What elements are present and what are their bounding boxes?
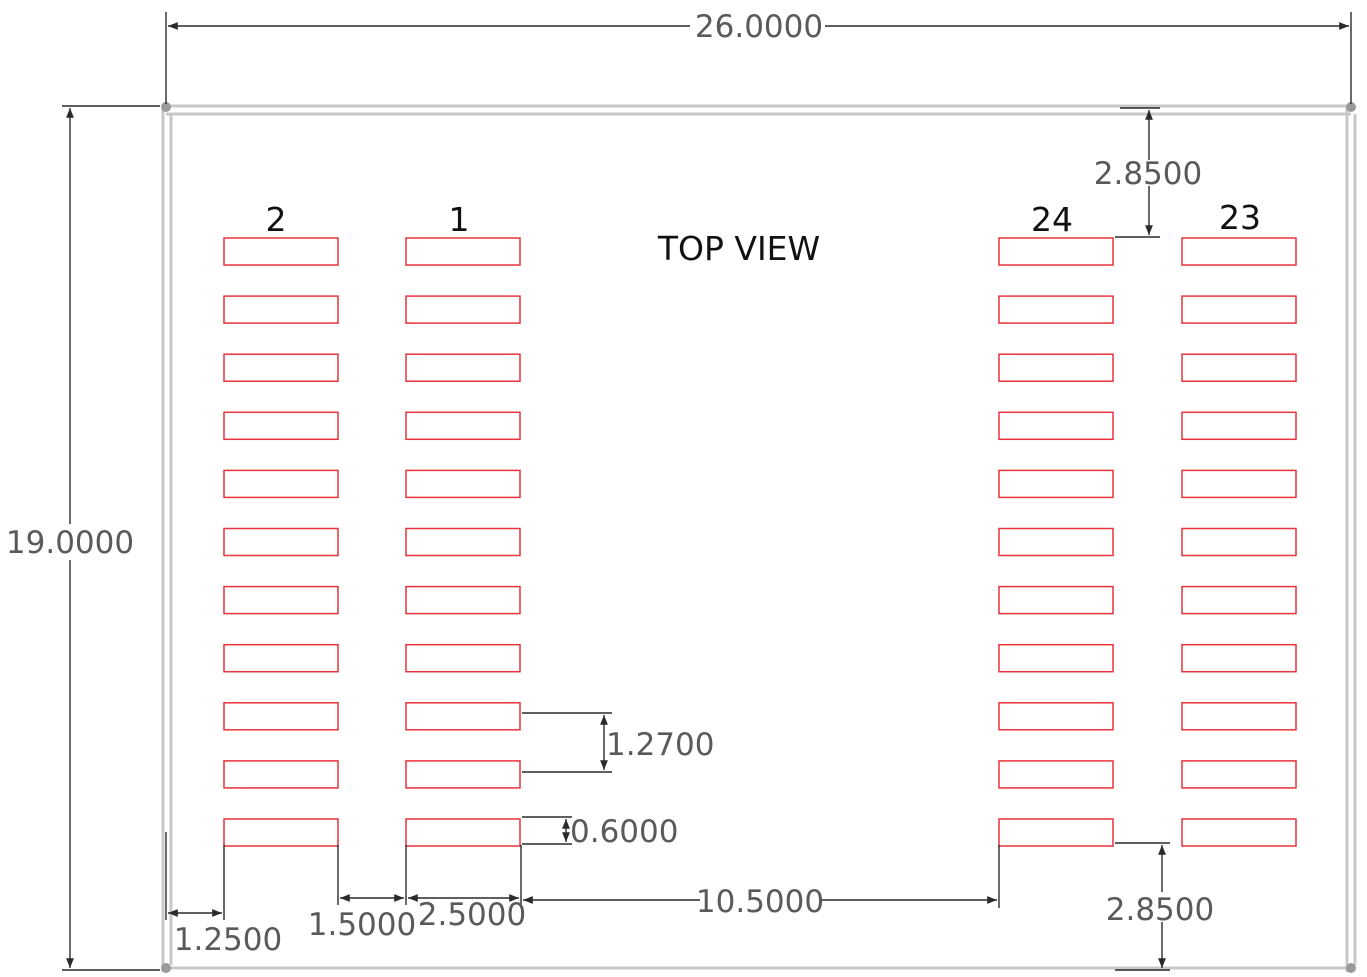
pad-outer-left-2 [223, 295, 339, 324]
dim-pad-height: 0.6000 [522, 814, 678, 850]
dim-pad-length-label: 2.5000 [418, 897, 526, 933]
pad-inner-left-2 [405, 295, 521, 324]
pad-outer-left-6 [223, 527, 339, 557]
pad-outer-right-9 [1181, 702, 1297, 731]
pad-inner-left-4 [405, 411, 521, 441]
pad-inner-right-9 [998, 702, 1114, 731]
pad-outer-left-4 [223, 411, 339, 441]
pad-inner-right-3 [998, 353, 1114, 382]
pad-outer-right-11 [1181, 818, 1297, 847]
corner-marker [1346, 102, 1356, 112]
dim-column-gap: 1.5000 [308, 845, 416, 943]
pad-inner-left-7 [405, 585, 521, 615]
pad-inner-right-5 [998, 469, 1114, 499]
view-title: TOP VIEW [657, 229, 820, 268]
pad-inner-right-8 [998, 643, 1114, 673]
dim-height-label: 19.0000 [6, 525, 134, 561]
pad-outer-right-5 [1181, 469, 1297, 499]
pin-label-23: 23 [1219, 198, 1261, 237]
pad-array [223, 237, 1297, 847]
pad-outer-left-8 [223, 643, 339, 673]
pad-inner-right-6 [998, 527, 1114, 557]
pad-outer-right-2 [1181, 295, 1297, 324]
pin-label-1: 1 [449, 200, 470, 239]
dim-overall-width: 26.0000 [165, 9, 1352, 104]
dim-overall-height: 19.0000 [6, 105, 160, 971]
pad-inner-right-10 [998, 760, 1114, 789]
pad-outer-left-9 [223, 702, 339, 731]
pin-label-2: 2 [266, 200, 287, 239]
pad-outer-right-4 [1181, 411, 1297, 441]
corner-marker [161, 963, 171, 973]
corner-marker [1346, 963, 1356, 973]
dim-column-gap-label: 1.5000 [308, 907, 416, 943]
dim-bottom-clearance: 2.8500 [1106, 842, 1214, 971]
corner-marker [161, 102, 171, 112]
pad-outer-left-1 [223, 237, 339, 266]
pad-outer-left-11 [223, 818, 339, 847]
dim-pad-height-label: 0.6000 [570, 814, 678, 850]
dim-top-clearance-label: 2.8500 [1094, 156, 1202, 192]
pad-inner-right-4 [998, 411, 1114, 441]
pad-outer-right-10 [1181, 760, 1297, 789]
pad-outer-right-7 [1181, 585, 1297, 615]
pad-inner-left-9 [405, 702, 521, 731]
board-outline [161, 102, 1357, 973]
dim-width-label: 26.0000 [695, 9, 823, 45]
pad-outer-left-7 [223, 585, 339, 615]
pad-inner-left-5 [405, 469, 521, 499]
pad-inner-left-10 [405, 760, 521, 789]
pad-inner-right-2 [998, 295, 1114, 324]
dim-pitch: 1.2700 [522, 712, 714, 773]
pad-outer-left-10 [223, 760, 339, 789]
pad-outer-left-3 [223, 353, 339, 382]
pin-label-24: 24 [1031, 200, 1073, 239]
dim-bottom-clearance-label: 2.8500 [1106, 892, 1214, 928]
pad-outer-right-8 [1181, 643, 1297, 673]
dim-edge-offset: 1.2500 [165, 832, 282, 958]
dim-center-gap-label: 10.5000 [696, 884, 824, 920]
pad-inner-left-8 [405, 643, 521, 673]
pad-inner-right-11 [998, 818, 1114, 847]
pad-outer-right-6 [1181, 527, 1297, 557]
pad-inner-left-1 [405, 237, 521, 266]
dim-pitch-label: 1.2700 [606, 727, 714, 763]
pad-inner-right-7 [998, 585, 1114, 615]
pad-inner-left-6 [405, 527, 521, 557]
pad-outer-right-3 [1181, 353, 1297, 382]
dim-top-clearance: 2.8500 [1094, 107, 1202, 238]
dim-edge-offset-label: 1.2500 [174, 922, 282, 958]
pad-inner-left-11 [405, 818, 521, 847]
dim-center-gap: 10.5000 [523, 845, 1000, 920]
pad-inner-right-1 [998, 237, 1114, 266]
pad-outer-right-1 [1181, 237, 1297, 266]
dim-pad-length: 2.5000 [408, 845, 526, 933]
pad-outer-left-5 [223, 469, 339, 499]
pad-inner-left-3 [405, 353, 521, 382]
